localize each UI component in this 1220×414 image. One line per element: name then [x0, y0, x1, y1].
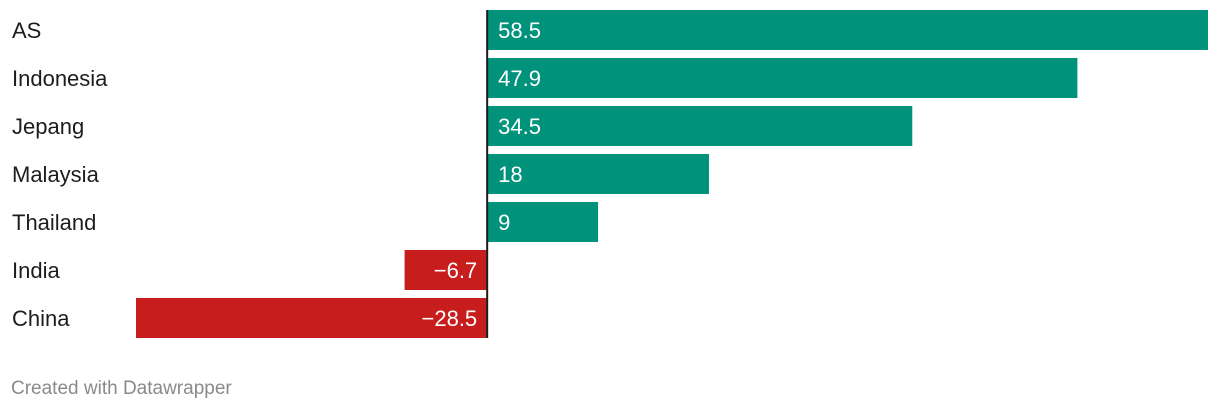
- bar-india: [404, 250, 488, 290]
- category-label-india: India: [12, 258, 60, 283]
- bar-indonesia: [487, 58, 1078, 98]
- value-label-thailand: 9: [498, 210, 510, 235]
- bar-china: [136, 298, 488, 338]
- value-label-jepang: 34.5: [498, 114, 541, 139]
- category-label-jepang: Jepang: [12, 114, 84, 139]
- value-label-china: −28.5: [422, 306, 478, 331]
- bar-as: [487, 10, 1208, 50]
- value-label-indonesia: 47.9: [498, 66, 541, 91]
- datawrapper-credit: Created with Datawrapper: [11, 378, 232, 399]
- category-label-as: AS: [12, 18, 41, 43]
- category-label-indonesia: Indonesia: [12, 66, 108, 91]
- category-label-thailand: Thailand: [12, 210, 96, 235]
- value-label-malaysia: 18: [498, 162, 522, 187]
- bar-thailand: [487, 202, 599, 242]
- bar-chart: AS 58.5 Indonesia 47.9 Jepang 34.5 Malaysia 18 T…: [12, 10, 1208, 338]
- category-label-china: China: [12, 306, 70, 331]
- value-label-as: 58.5: [498, 18, 541, 43]
- value-label-india: −6.7: [434, 258, 477, 283]
- category-label-malaysia: Malaysia: [12, 162, 100, 187]
- bar-malaysia: [487, 154, 709, 194]
- bar-jepang: [487, 106, 913, 146]
